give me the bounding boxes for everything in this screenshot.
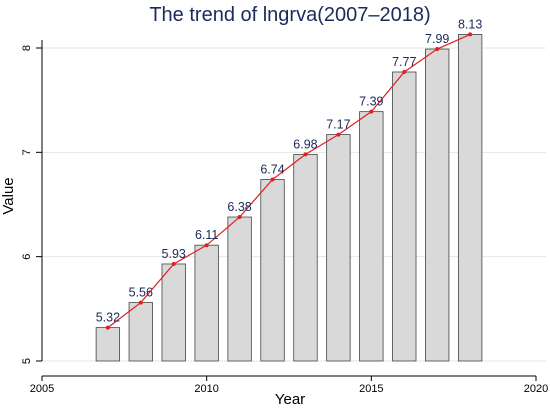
y-tick-label-6: 6 [21, 254, 33, 260]
chart-title: The trend of lngrva(2007–2018) [149, 4, 430, 26]
bar-2018 [457, 34, 483, 362]
data-label-2007: 5.32 [96, 311, 120, 325]
data-label-2012: 6.74 [260, 162, 284, 176]
data-label-2015: 7.39 [359, 95, 383, 109]
data-label-2011: 6.38 [227, 200, 251, 214]
bar-2007 [95, 327, 121, 362]
bar-2015 [359, 111, 384, 362]
point-2014 [336, 132, 341, 137]
point-2015 [369, 109, 374, 114]
bar-2014 [326, 134, 351, 362]
point-2010 [204, 243, 209, 248]
x-tick-label-2015: 2015 [359, 383, 383, 395]
point-2012 [270, 177, 275, 182]
x-tick-label-2005: 2005 [30, 383, 54, 395]
data-label-2018: 8.13 [458, 17, 482, 31]
bar-2016 [392, 71, 417, 362]
point-2007 [105, 325, 110, 330]
point-2008 [138, 300, 143, 305]
data-label-2016: 7.77 [392, 55, 416, 69]
data-label-2009: 5.93 [162, 247, 186, 261]
bar-2017 [425, 48, 450, 362]
y-tick-label-7: 7 [21, 149, 33, 155]
point-2016 [402, 69, 407, 74]
point-2009 [171, 261, 176, 266]
bar-2011 [227, 216, 252, 362]
data-label-2017: 7.99 [425, 32, 449, 46]
data-label-2010: 6.11 [195, 228, 218, 242]
data-label-2014: 7.17 [326, 118, 350, 132]
point-2011 [237, 215, 242, 220]
trend-line [107, 33, 471, 329]
y-axis-label: Value [0, 177, 17, 214]
point-2017 [435, 47, 440, 52]
x-tick-label-2020: 2020 [524, 383, 548, 395]
y-tick-label-5: 5 [21, 358, 33, 364]
data-label-2013: 6.98 [293, 137, 317, 151]
data-labels: 5.32 5.56 5.93 6.11 6.38 6.74 6.98 7.17 7.39 7.77… [96, 17, 483, 324]
bars [95, 34, 483, 362]
bar-2012 [260, 179, 285, 362]
x-tick-label-2010: 2010 [194, 383, 218, 395]
point-2018 [468, 32, 473, 37]
y-tick-label-8: 8 [21, 45, 33, 51]
data-label-2008: 5.56 [129, 286, 153, 300]
bar-2013 [293, 154, 318, 362]
bar-2010 [194, 244, 219, 362]
point-2013 [303, 152, 308, 157]
trend-line-layer [105, 32, 473, 330]
bar-2009 [161, 263, 186, 362]
bar-2008 [128, 302, 153, 362]
x-axis-label: Year [275, 391, 305, 408]
axes: 5 6 7 8 2005 2010 2015 2020 [21, 40, 548, 395]
